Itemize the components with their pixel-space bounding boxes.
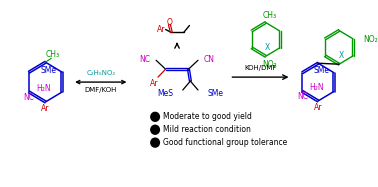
Text: Moderate to good yield: Moderate to good yield <box>163 112 252 121</box>
Text: SMe: SMe <box>314 66 330 75</box>
Text: NO₂: NO₂ <box>262 60 277 69</box>
Text: Ar: Ar <box>156 25 165 34</box>
Text: CH₃: CH₃ <box>262 11 277 20</box>
Text: H₂N: H₂N <box>310 83 324 92</box>
Text: NO₂: NO₂ <box>363 35 378 44</box>
Text: H₂N: H₂N <box>36 84 51 93</box>
Text: C₂H₅NO₂: C₂H₅NO₂ <box>86 70 115 76</box>
Text: Mild reaction condition: Mild reaction condition <box>163 125 251 134</box>
Text: CH₃: CH₃ <box>46 50 60 59</box>
Text: NC: NC <box>139 55 150 64</box>
Text: NC: NC <box>23 94 34 102</box>
Text: NC: NC <box>297 93 308 102</box>
Text: DMF/KOH: DMF/KOH <box>85 87 117 93</box>
Text: MeS: MeS <box>157 88 173 97</box>
Circle shape <box>151 125 160 134</box>
Text: Ar: Ar <box>41 104 50 113</box>
Text: CN: CN <box>204 55 215 64</box>
Text: KOH/DMF: KOH/DMF <box>244 65 277 71</box>
Text: SMe: SMe <box>208 88 223 97</box>
Text: Ar: Ar <box>314 103 322 112</box>
Text: X: X <box>338 51 344 60</box>
Text: Good functional group tolerance: Good functional group tolerance <box>163 138 287 147</box>
Text: Ar: Ar <box>150 79 158 88</box>
Circle shape <box>151 112 160 121</box>
Circle shape <box>151 138 160 147</box>
Text: SMe: SMe <box>40 66 56 75</box>
Text: X: X <box>265 43 270 52</box>
Text: O: O <box>166 18 172 27</box>
